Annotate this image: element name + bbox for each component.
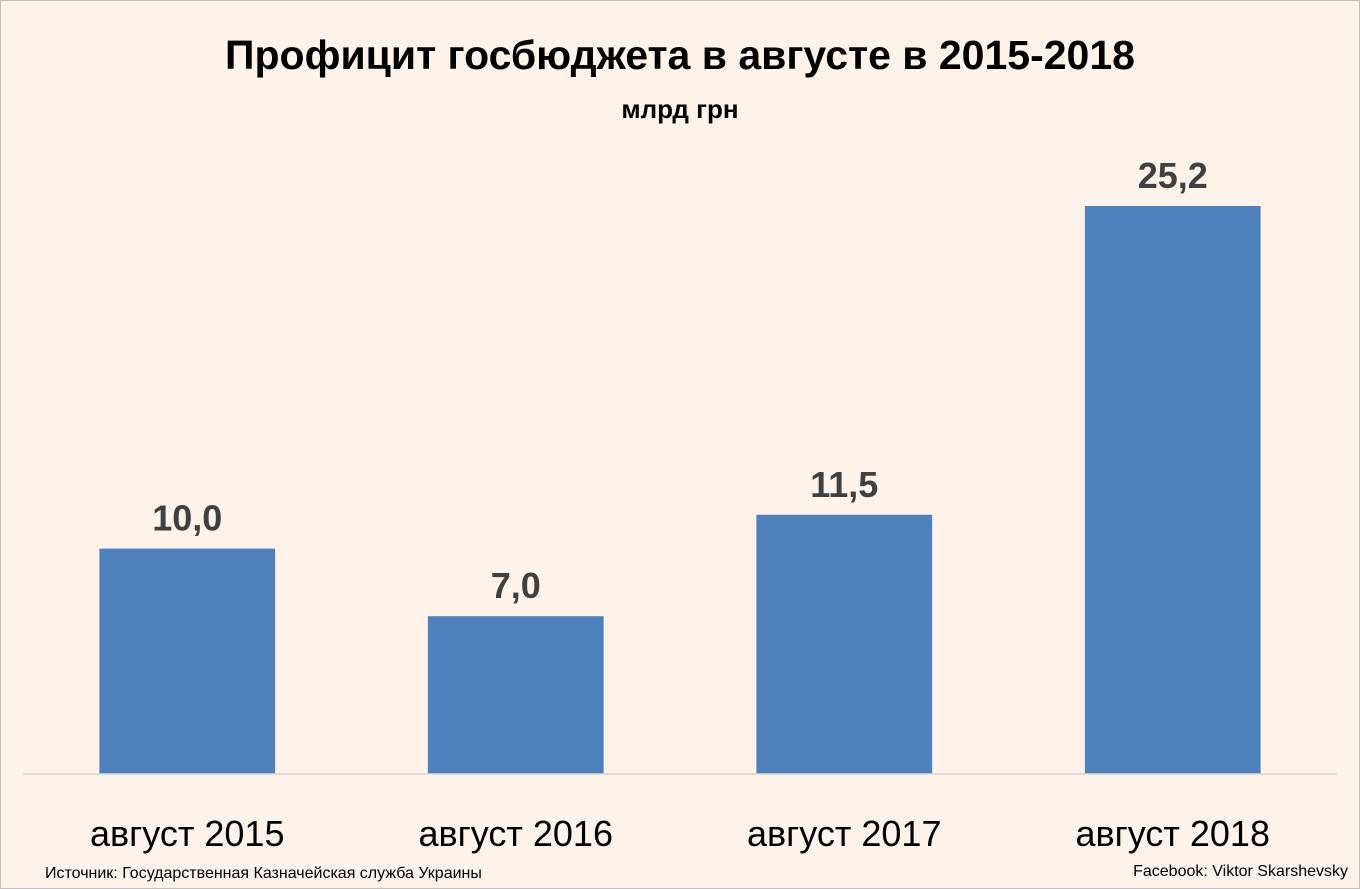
bar-2 xyxy=(427,616,604,774)
data-label-1: 10,0 xyxy=(152,498,222,539)
bar-1 xyxy=(99,548,276,774)
category-label-4: август 2018 xyxy=(1076,813,1270,854)
data-labels-group: 10,0 7,0 11,5 25,2 xyxy=(152,155,1208,606)
author-credit: Facebook: Viktor Skarshevsky xyxy=(1133,863,1348,880)
data-label-4: 25,2 xyxy=(1138,155,1208,196)
category-label-3: август 2017 xyxy=(747,813,941,854)
category-label-2: август 2016 xyxy=(419,813,613,854)
category-labels-group: август 2015 август 2016 август 2017 август … xyxy=(90,813,1270,854)
data-label-3: 11,5 xyxy=(810,464,878,505)
category-label-1: август 2015 xyxy=(90,813,284,854)
bars-group xyxy=(99,206,1261,774)
bar-4 xyxy=(1084,206,1261,774)
source-note: Источник: Государственная Казначейская с… xyxy=(45,865,482,882)
data-label-2: 7,0 xyxy=(491,565,541,606)
chart-title: Профицит госбюджета в августе в 2015-201… xyxy=(225,32,1135,78)
bar-3 xyxy=(756,514,933,774)
chart-subtitle: млрд грн xyxy=(621,94,738,124)
